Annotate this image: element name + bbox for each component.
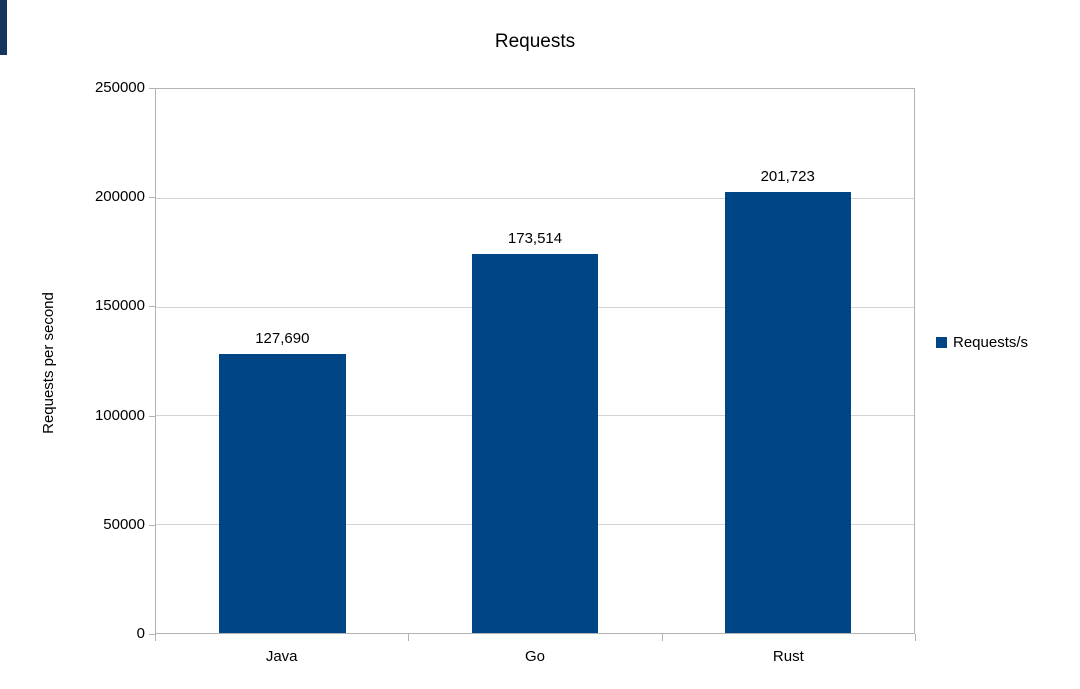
- bars-row: 127,690 173,514 201,723: [156, 89, 914, 633]
- y-axis-title: Requests per second: [40, 292, 57, 434]
- y-tick-label: 150000: [94, 297, 145, 314]
- bar-value-label: 127,690: [255, 330, 310, 347]
- x-label-java: Java: [265, 648, 298, 665]
- bar-group-java: 127,690: [156, 89, 409, 633]
- bar-value-label: 201,723: [760, 168, 815, 185]
- left-edge-artifact: [0, 0, 7, 55]
- x-tick-mark: [915, 634, 916, 641]
- y-tick-mark: [149, 525, 156, 526]
- x-label-go: Go: [524, 648, 545, 665]
- bar-go: [471, 254, 599, 633]
- y-tick-mark: [149, 88, 156, 89]
- y-tick-label: 100000: [94, 407, 145, 424]
- y-tick-label: 0: [136, 625, 145, 642]
- y-tick-label: 50000: [103, 516, 145, 533]
- y-tick-mark: [149, 197, 156, 198]
- y-tick-mark: [149, 634, 156, 635]
- plot-area: 127,690 173,514 201,723: [155, 88, 915, 634]
- chart-title: Requests: [494, 31, 576, 52]
- legend: Requests/s: [936, 334, 1028, 351]
- bar-rust: [724, 192, 851, 633]
- y-tick-mark: [149, 306, 156, 307]
- x-tick-mark: [408, 634, 409, 641]
- bar-group-go: 173,514: [409, 89, 662, 633]
- gridline: [156, 197, 914, 199]
- bar-java: [219, 354, 346, 633]
- y-tick-label: 250000: [94, 79, 145, 96]
- x-label-rust: Rust: [772, 648, 804, 665]
- x-tick-mark: [662, 634, 663, 641]
- y-tick-label: 200000: [94, 188, 145, 205]
- legend-label: Requests/s: [953, 334, 1029, 351]
- x-tick-mark: [155, 634, 156, 641]
- y-tick-mark: [149, 416, 156, 417]
- legend-swatch-icon: [936, 337, 947, 348]
- bar-value-label: 173,514: [507, 230, 563, 247]
- bar-group-rust: 201,723: [661, 89, 914, 633]
- x-axis-labels: Java Go Rust: [155, 648, 915, 665]
